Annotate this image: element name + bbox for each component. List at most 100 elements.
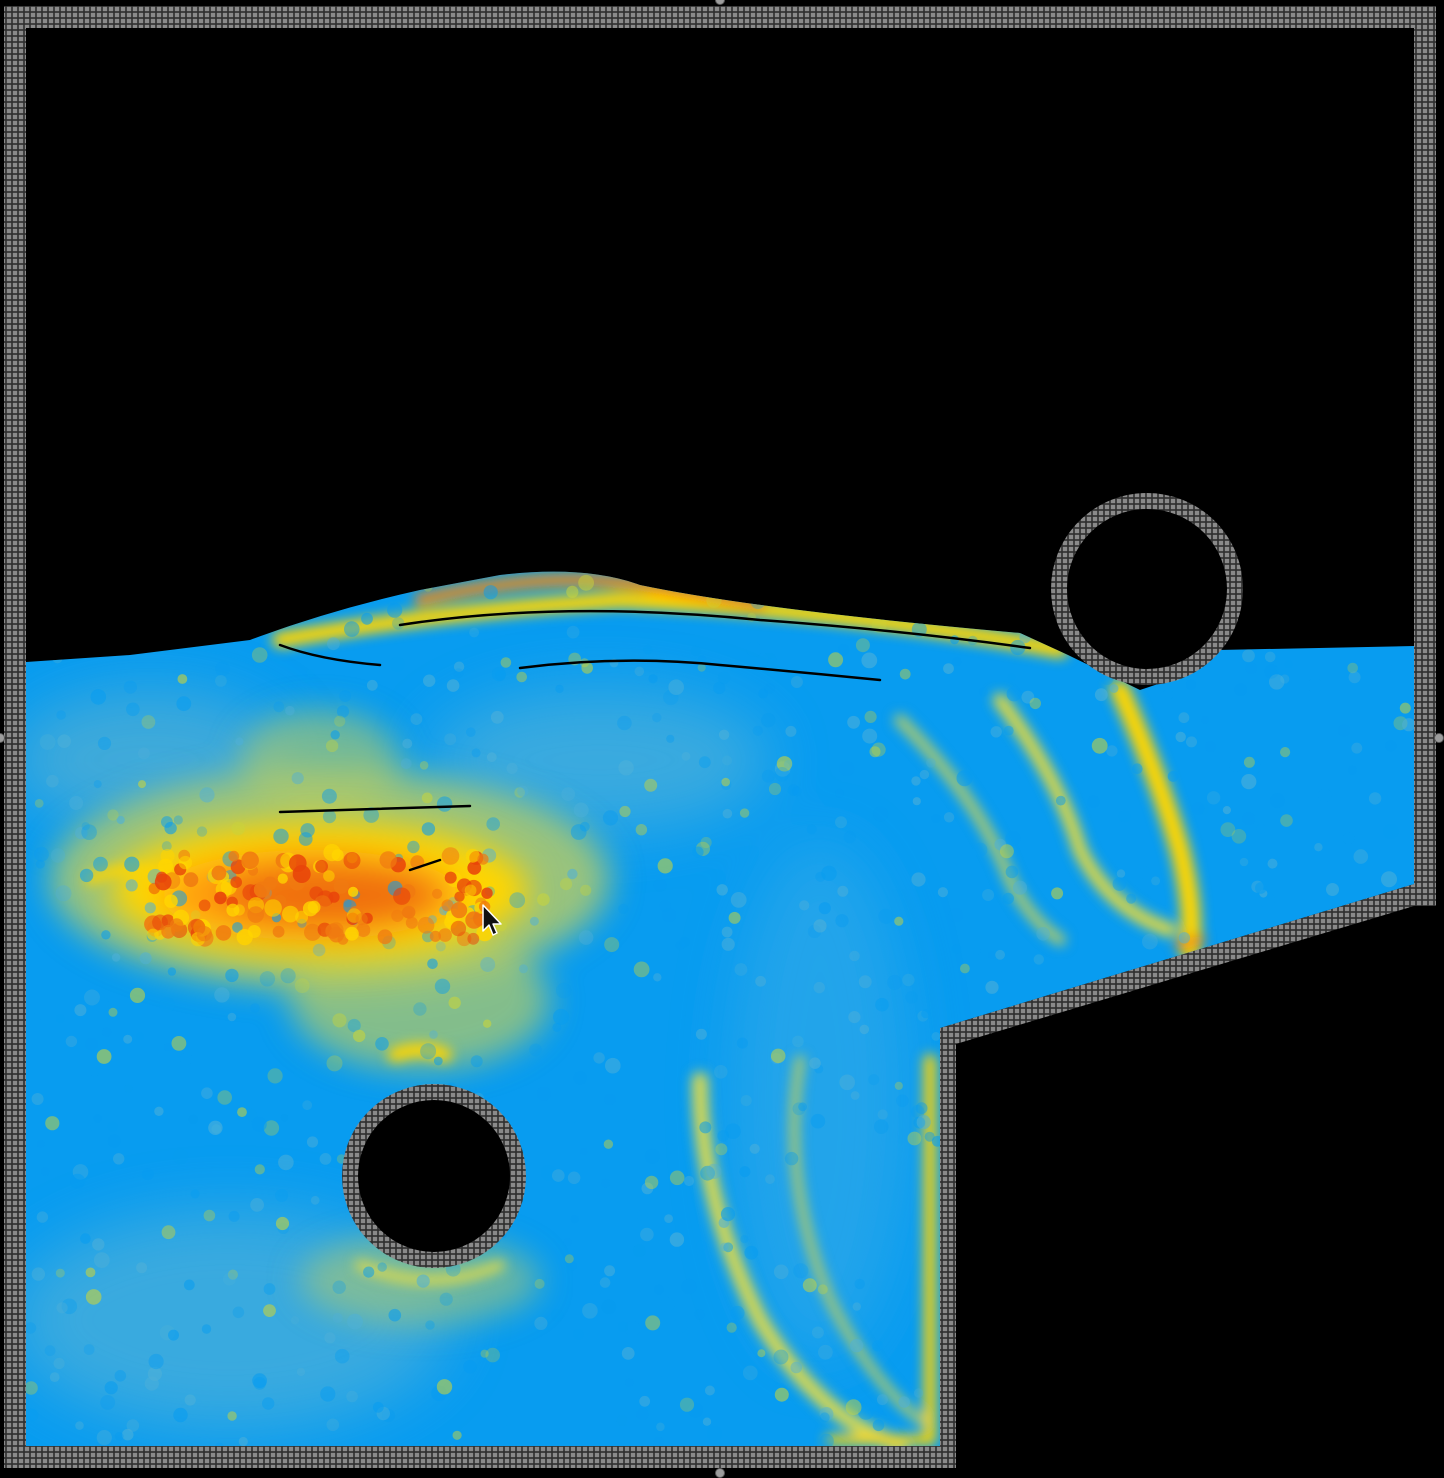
fluid-particle — [721, 926, 733, 938]
fluid-particle — [1087, 795, 1100, 808]
fluid-particle — [1201, 715, 1210, 725]
fluid-particle — [1006, 686, 1022, 702]
fluid-particle — [634, 666, 645, 677]
fluid-particle — [400, 758, 412, 769]
fluid-particle — [34, 799, 44, 808]
fluid-particle — [725, 1123, 741, 1139]
fluid-particle — [905, 991, 918, 1004]
fluid-particle — [446, 679, 460, 692]
fluid-particle — [177, 674, 188, 684]
fluid-particle — [1256, 823, 1267, 834]
fluid-particle — [740, 1235, 749, 1244]
fluid-particle — [483, 585, 498, 600]
fluid-particle — [251, 1116, 267, 1132]
fluid-particle — [263, 1120, 280, 1136]
fluid-particle — [746, 641, 762, 658]
fluid-particle-hot — [264, 899, 282, 917]
fluid-particle — [694, 1309, 705, 1320]
fluid-particle — [215, 675, 227, 687]
fluid-particle — [780, 1412, 790, 1421]
fluid-particle — [962, 1193, 978, 1208]
fluid-particle — [93, 996, 110, 1013]
fluid-particle — [1269, 674, 1285, 690]
fluid-particle — [858, 1404, 874, 1420]
fluid-particle — [1390, 1080, 1403, 1093]
fluid-particle — [856, 606, 866, 616]
fluid-particle — [372, 1401, 384, 1413]
fluid-particle — [850, 1091, 860, 1100]
wall-top — [4, 6, 1436, 28]
fluid-particle — [1045, 1353, 1057, 1366]
fluid-particle — [1193, 1213, 1202, 1222]
fluid-particle-hot — [377, 929, 393, 945]
fluid-particle — [870, 1405, 883, 1418]
fluid-particle — [681, 1278, 697, 1295]
fluid-particle — [218, 592, 232, 606]
fluid-particle — [159, 997, 175, 1013]
fluid-particle — [1235, 1335, 1247, 1346]
fluid-particle — [1057, 1059, 1072, 1074]
fluid-particle — [852, 1302, 861, 1311]
fluid-particle — [1029, 1149, 1039, 1159]
fluid-particle — [994, 838, 1006, 851]
fluid-particle — [817, 1284, 828, 1295]
fluid-particle — [1138, 1421, 1151, 1434]
resize-handle-bottom[interactable] — [715, 1468, 725, 1478]
fluid-particle-hot — [215, 925, 232, 941]
fluid-particle — [1013, 586, 1024, 597]
fluid-particle — [821, 865, 837, 881]
fluid-particle — [663, 689, 679, 706]
fluid-particle — [1029, 697, 1042, 710]
fluid-particle-hot — [441, 899, 454, 912]
fluid-particle — [1126, 893, 1137, 904]
fluid-particle — [319, 1153, 332, 1165]
fluid-particle — [168, 1329, 179, 1341]
fluid-particle — [517, 785, 529, 797]
fluid-particle — [173, 1407, 188, 1423]
fluid-particle — [188, 1114, 199, 1125]
fluid-particle — [921, 1009, 931, 1019]
fluid-particle — [184, 1394, 196, 1406]
fluid-particle — [1213, 1037, 1228, 1051]
fluid-particle — [720, 1242, 729, 1252]
fluid-particle — [375, 1037, 389, 1051]
fluid-particle — [1320, 1351, 1332, 1363]
fluid-particle — [948, 907, 964, 923]
fluid-particle — [1260, 1010, 1274, 1023]
fluid-particle — [251, 647, 268, 663]
fluid-particle — [214, 987, 230, 1003]
fluid-particle — [776, 756, 793, 772]
resize-handle-right[interactable] — [1434, 733, 1444, 743]
fluid-particle — [617, 715, 632, 731]
fluid-particle — [978, 687, 988, 697]
fluid-particle — [114, 1432, 124, 1441]
fluid-particle — [332, 1312, 343, 1324]
fluid-particle — [854, 1278, 865, 1290]
fluid-particle — [436, 1379, 453, 1395]
fluid-particle — [227, 1012, 237, 1022]
fluid-particle — [332, 1280, 346, 1294]
fluid-particle — [508, 1389, 519, 1400]
fluid-particle — [761, 652, 777, 668]
fluid-particle — [423, 582, 433, 592]
fluid-particle-hot — [253, 881, 270, 898]
fluid-particle — [516, 671, 527, 683]
fluid-particle-hot — [198, 899, 211, 912]
fluid-particle — [582, 1303, 598, 1319]
fluid-particle — [267, 1068, 283, 1084]
fluid-particle — [361, 612, 373, 625]
fluid-particle — [757, 1349, 766, 1358]
fluid-particle — [604, 1265, 616, 1277]
fluid-particle — [653, 1284, 664, 1295]
fluid-particle — [1326, 883, 1339, 896]
fluid-particle — [540, 1164, 557, 1181]
fluid-particle — [1131, 1012, 1143, 1024]
fluid-particle — [75, 826, 88, 840]
fluid-particle — [231, 821, 245, 836]
fluid-particle-hot — [476, 924, 494, 942]
fluid-particle-hot — [282, 905, 299, 923]
fluid-particle — [107, 1134, 121, 1148]
fluid-particle — [761, 769, 775, 783]
fluid-particle — [1264, 651, 1276, 663]
